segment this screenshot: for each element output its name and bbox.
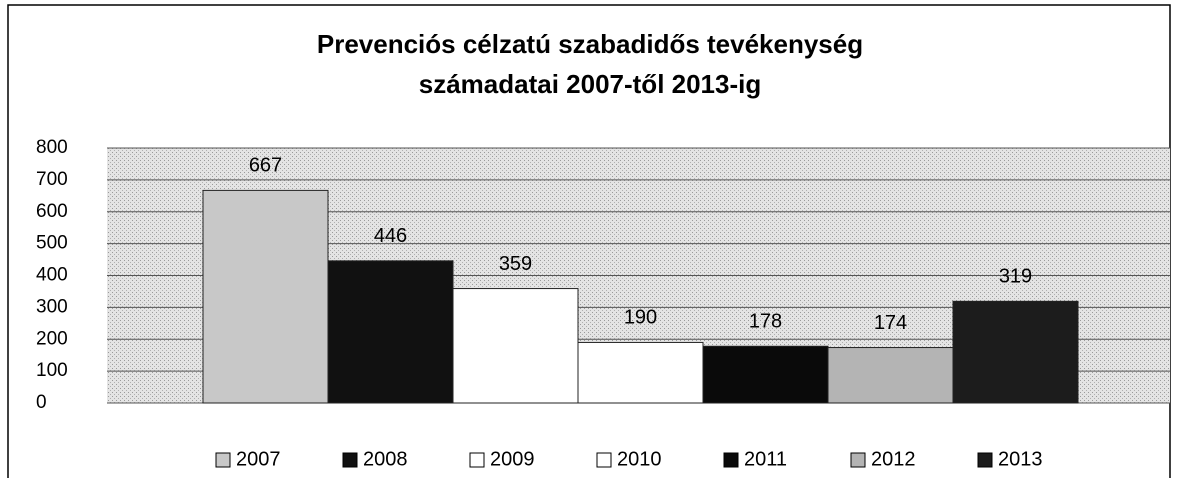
bar [702,345,829,404]
legend-swatch [342,452,358,468]
value-label: 667 [249,155,282,177]
value-label: 446 [374,225,407,247]
y-tick-label: 300 [36,296,68,317]
y-tick-label: 500 [36,233,68,254]
legend-label: 2010 [617,448,662,470]
legend-label: 2011 [744,448,787,470]
legend-label: 2008 [363,448,408,470]
y-tick-label: 0 [36,392,47,413]
bar [577,341,704,404]
legend-swatch [469,452,485,468]
y-tick-label: 200 [36,328,68,349]
value-label: 174 [874,312,907,334]
y-tick-label: 600 [36,201,68,222]
value-label: 178 [749,311,782,333]
legend-label: 2012 [871,448,916,470]
bar [327,260,454,404]
legend-label: 2009 [490,448,535,470]
bar [202,189,329,404]
y-tick-label: 700 [36,169,68,190]
chart-title: Prevenciós célzatú szabadidős tevékenysé… [317,29,863,59]
chart-title: számadatai 2007-től 2013-ig [419,69,762,99]
y-tick-label: 100 [36,360,68,381]
bar [827,347,954,404]
legend-swatch [977,452,993,468]
legend-swatch [215,452,231,468]
legend-swatch [596,452,612,468]
y-tick-label: 400 [36,265,68,286]
bar [952,300,1079,404]
bar [452,288,579,404]
legend-swatch [850,452,866,468]
legend-label: 2007 [236,448,281,470]
value-label: 359 [499,253,532,275]
legend-swatch [723,452,739,468]
legend-label: 2013 [998,448,1043,470]
value-label: 319 [999,266,1032,288]
value-label: 190 [624,307,657,329]
y-tick-label: 800 [36,137,68,158]
